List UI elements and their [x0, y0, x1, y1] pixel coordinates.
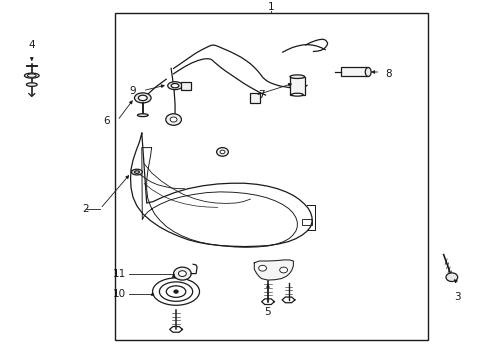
Text: 4: 4 [28, 40, 35, 50]
Ellipse shape [291, 93, 303, 96]
Text: 11: 11 [113, 269, 126, 279]
Circle shape [174, 290, 178, 293]
Bar [290, 77, 305, 95]
Ellipse shape [134, 171, 139, 173]
Ellipse shape [171, 84, 179, 88]
Text: 6: 6 [103, 116, 110, 126]
Bar [250, 93, 260, 103]
Text: 7: 7 [258, 90, 264, 100]
Bar [341, 67, 367, 76]
Ellipse shape [167, 82, 182, 90]
Circle shape [445, 273, 457, 282]
Ellipse shape [137, 114, 148, 117]
Circle shape [258, 265, 266, 271]
Circle shape [216, 148, 228, 156]
Circle shape [220, 150, 224, 154]
Circle shape [279, 267, 287, 273]
Ellipse shape [289, 75, 304, 78]
Polygon shape [254, 260, 293, 280]
Bar [302, 219, 311, 225]
Text: 8: 8 [385, 69, 391, 79]
Text: 5: 5 [264, 307, 271, 318]
Bar [181, 82, 190, 90]
Ellipse shape [134, 93, 151, 103]
Text: 10: 10 [113, 289, 126, 299]
Circle shape [170, 117, 177, 122]
Ellipse shape [24, 73, 39, 78]
Circle shape [173, 267, 191, 280]
Text: 9: 9 [129, 86, 136, 96]
Bar [115, 13, 427, 340]
Ellipse shape [131, 169, 142, 175]
Circle shape [165, 114, 181, 125]
Ellipse shape [26, 83, 37, 86]
Ellipse shape [138, 95, 147, 100]
Text: 3: 3 [453, 292, 460, 302]
Circle shape [178, 271, 186, 276]
Text: 1: 1 [267, 2, 274, 12]
Text: 2: 2 [82, 204, 89, 214]
Ellipse shape [27, 74, 36, 77]
Ellipse shape [365, 68, 370, 77]
